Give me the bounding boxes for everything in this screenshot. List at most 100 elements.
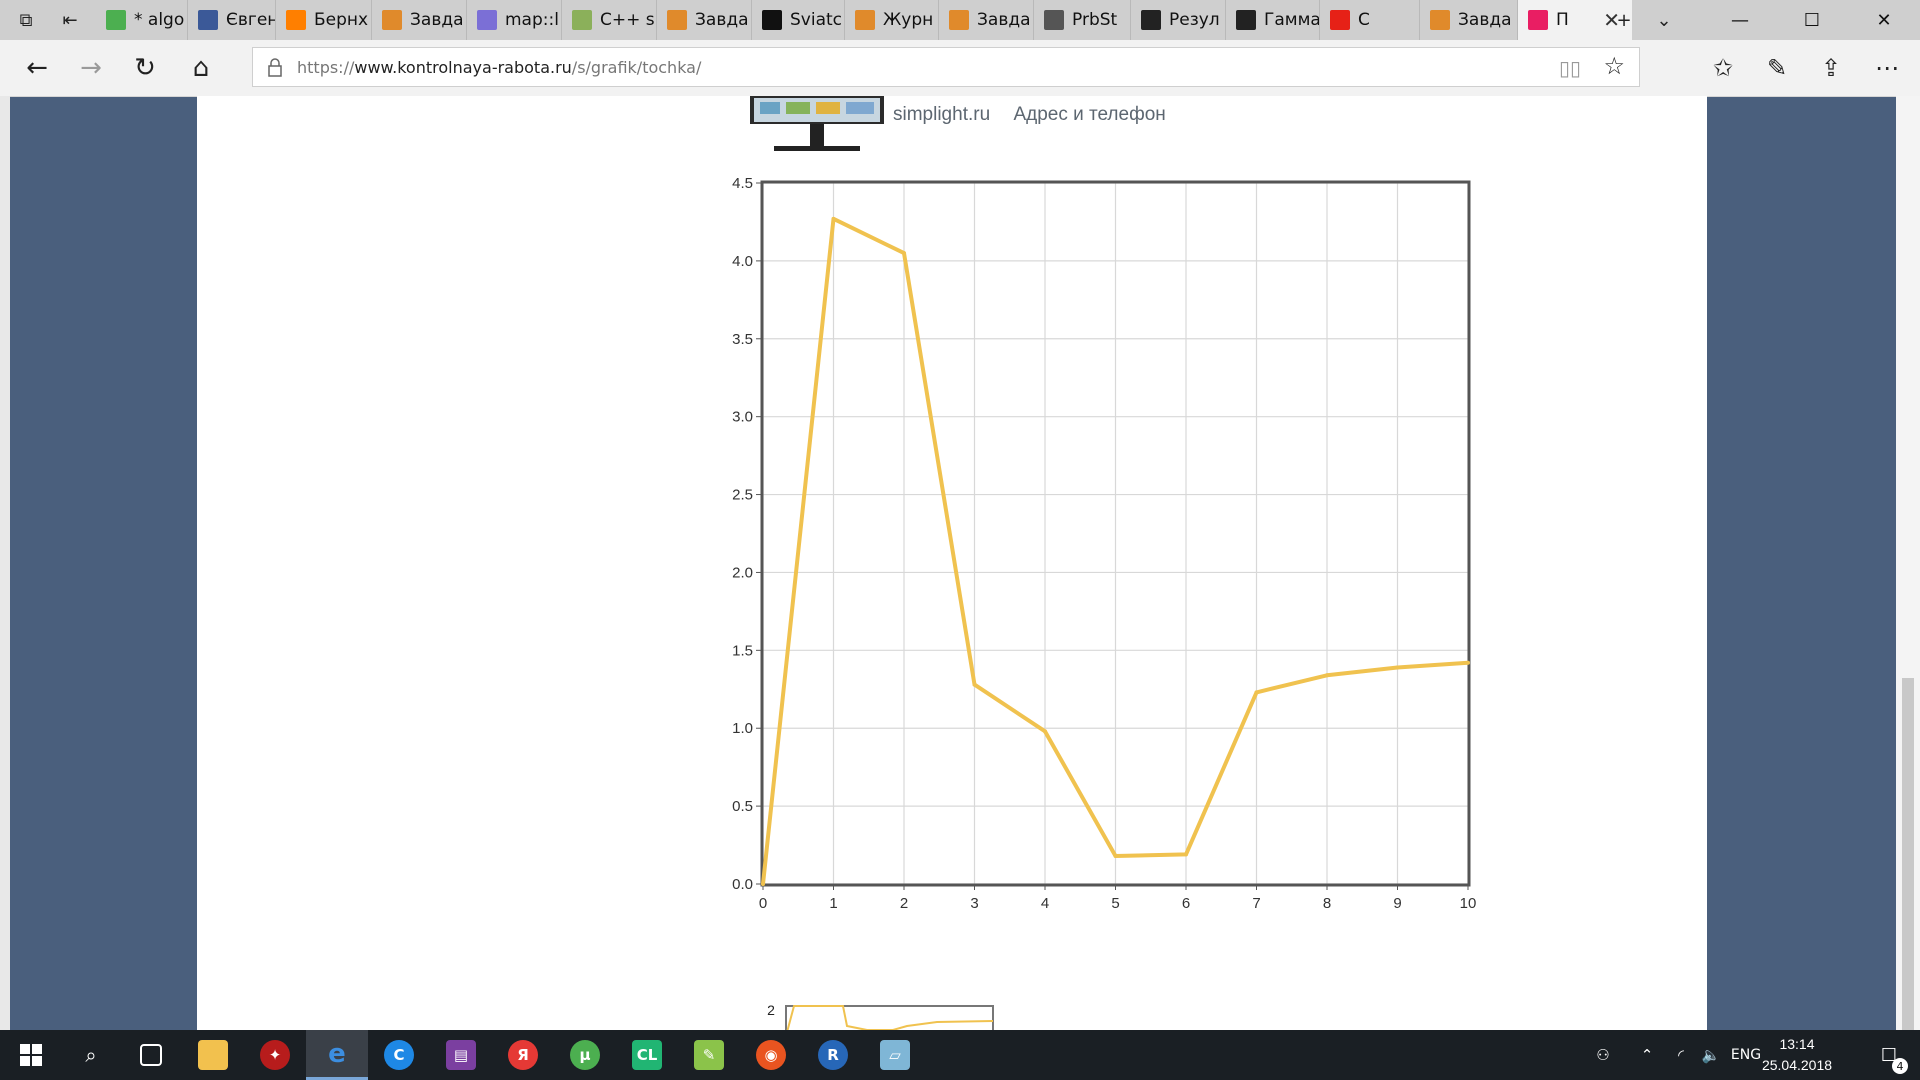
- tab-10[interactable]: Завда: [939, 0, 1034, 40]
- tab-15[interactable]: Завда: [1420, 0, 1518, 40]
- winrar-icon[interactable]: ▤: [430, 1030, 492, 1080]
- tab-label: П: [1556, 10, 1569, 30]
- tab-3[interactable]: Бернх: [276, 0, 372, 40]
- y-tick-label: 2.5: [732, 487, 753, 504]
- maximize-button[interactable]: ☐: [1803, 9, 1821, 31]
- tab-2[interactable]: Євген: [188, 0, 276, 40]
- people-icon[interactable]: ⚇: [1596, 1046, 1610, 1064]
- scrollbar-thumb[interactable]: [1902, 678, 1914, 1030]
- close-window-button[interactable]: ✕: [1876, 9, 1892, 31]
- y-tick-label: 1.0: [732, 720, 753, 737]
- url-text[interactable]: https://www.kontrolnaya-rabota.ru/s/graf…: [297, 57, 702, 77]
- notepad-icon[interactable]: ✎: [678, 1030, 740, 1080]
- edge-browser-icon[interactable]: e: [306, 1030, 368, 1080]
- x-tick-label: 7: [1252, 895, 1260, 912]
- data-point: [831, 216, 836, 221]
- clock-time: 13:14: [1779, 1036, 1815, 1052]
- tab-preview-chevron-icon[interactable]: ⌄: [1656, 9, 1672, 31]
- reading-view-icon[interactable]: ▯▯: [1558, 56, 1581, 80]
- restore-tabs-icon[interactable]: ⇤: [62, 9, 78, 31]
- close-tab-icon[interactable]: ✕: [1603, 8, 1620, 32]
- r-language-icon[interactable]: R: [802, 1030, 864, 1080]
- network-icon[interactable]: ◜: [1678, 1046, 1684, 1064]
- back-button[interactable]: ←: [26, 53, 48, 83]
- virtual-box-icon[interactable]: ▱: [864, 1030, 926, 1080]
- left-sidebar-strip: [0, 96, 10, 1030]
- windows-taskbar: ⌕ ✦ e C ▤ Я µ CL ✎ ◉ R ▱ ⚇ ⌃ ◜ 🔈 ENG 13:…: [0, 1030, 1920, 1080]
- clock[interactable]: 13:14 25.04.2018: [1755, 1034, 1839, 1076]
- clion-icon[interactable]: CL: [616, 1030, 678, 1080]
- address-bar[interactable]: https://www.kontrolnaya-rabota.ru/s/graf…: [252, 47, 1640, 87]
- tab-4[interactable]: Завда: [372, 0, 467, 40]
- chart-ticks: 0 1 2 3 4 5 6 7 8 9 10 0.0 0.5 1.0 1.5 2.0 2.5 3.0 3.5 4.0 4…: [732, 175, 1476, 912]
- task-view-icon[interactable]: [120, 1030, 182, 1080]
- tab-label: Євген: [226, 10, 276, 30]
- yandex-browser-icon[interactable]: Я: [492, 1030, 554, 1080]
- pdf-icon: [1044, 10, 1064, 30]
- show-hidden-icons-chevron-icon[interactable]: ⌃: [1640, 1046, 1654, 1064]
- forward-button[interactable]: →: [80, 53, 102, 83]
- action-center-icon[interactable]: ☐ 4: [1864, 1030, 1914, 1080]
- tab-label: Завда: [410, 10, 464, 30]
- favorites-hub-icon[interactable]: ✩: [1712, 54, 1734, 82]
- x-tick-label: 0: [759, 895, 767, 912]
- set-aside-tabs-icon[interactable]: ⧉: [19, 9, 33, 31]
- mini-chart-frame: [785, 1005, 994, 1030]
- input-language[interactable]: ENG: [1730, 1047, 1762, 1063]
- x-tick-label: 4: [1041, 895, 1049, 912]
- new-tab-button[interactable]: +: [1616, 9, 1632, 31]
- minimize-button[interactable]: —: [1731, 9, 1749, 31]
- tab-12[interactable]: Резул: [1131, 0, 1226, 40]
- start-button[interactable]: [0, 1030, 62, 1080]
- web-page-content: simplight.ru Адрес и телефон 0 1 2 3 4 5 6 7 8 9 1…: [197, 96, 1707, 1030]
- share-icon[interactable]: ⇪: [1820, 54, 1842, 82]
- ccleaner-icon[interactable]: C: [368, 1030, 430, 1080]
- tab-8[interactable]: Sviatc: [752, 0, 845, 40]
- search-icon[interactable]: ⌕: [85, 1043, 97, 1067]
- refresh-button[interactable]: ↻: [134, 53, 156, 83]
- tab-bar: ⧉ ⇤ * algo Євген Бернх Завда map::l C++ s Завд…: [0, 0, 1920, 40]
- tab-6[interactable]: C++ s: [562, 0, 657, 40]
- file-explorer-icon[interactable]: [182, 1030, 244, 1080]
- favorite-star-icon[interactable]: ☆: [1603, 52, 1625, 80]
- mortarboard-icon: [667, 10, 687, 30]
- spreadsheet-icon: [106, 10, 126, 30]
- tab-label: Завда: [977, 10, 1031, 30]
- volume-icon[interactable]: 🔈: [1701, 1046, 1721, 1064]
- tab-14[interactable]: С: [1320, 0, 1420, 40]
- tab-9[interactable]: Журн: [845, 0, 939, 40]
- facebook-icon: [198, 10, 218, 30]
- tab-label: C++ s: [600, 10, 655, 30]
- tab-label: Завда: [1458, 10, 1512, 30]
- antivirus-icon[interactable]: ✦: [244, 1030, 306, 1080]
- web-note-icon[interactable]: ✎: [1766, 54, 1788, 82]
- tab-13[interactable]: Гамма: [1226, 0, 1320, 40]
- home-button[interactable]: ⌂: [192, 53, 210, 83]
- ubuntu-icon[interactable]: ◉: [740, 1030, 802, 1080]
- data-point: [1325, 673, 1329, 678]
- data-point: [761, 882, 765, 886]
- ad-address-link[interactable]: Адрес и телефон: [1013, 104, 1166, 125]
- y-tick-label: 2.0: [732, 564, 753, 581]
- tab-7[interactable]: Завда: [657, 0, 752, 40]
- line-chart: 0 1 2 3 4 5 6 7 8 9 10 0.0 0.5 1.0 1.5 2.0 2.5 3.0 3.5 4.0 4…: [732, 175, 1476, 1030]
- tab-16[interactable]: П ✕: [1518, 0, 1632, 40]
- ad-text: simplight.ru Адрес и телефон: [893, 104, 1184, 126]
- mini-chart-tick: 2: [767, 1002, 775, 1018]
- monitor-ad-image[interactable]: [750, 96, 884, 154]
- tab-1[interactable]: * algo: [96, 0, 188, 40]
- data-point: [902, 251, 906, 256]
- y-tick-label: 0.5: [732, 798, 753, 815]
- more-menu-icon[interactable]: ⋯: [1875, 54, 1899, 82]
- tab-label: PrbSt: [1072, 10, 1118, 30]
- ad-site-link[interactable]: simplight.ru: [893, 104, 991, 125]
- tab-11[interactable]: PrbSt: [1034, 0, 1131, 40]
- tab-label: Журн: [883, 10, 934, 30]
- data-point: [972, 682, 977, 687]
- tab-5[interactable]: map::l: [467, 0, 562, 40]
- data-point: [1184, 852, 1188, 857]
- utorrent-icon[interactable]: µ: [554, 1030, 616, 1080]
- vertical-scrollbar[interactable]: [1896, 96, 1920, 1030]
- y-tick-label: 4.5: [732, 175, 753, 192]
- windows-logo-icon: [20, 1044, 42, 1066]
